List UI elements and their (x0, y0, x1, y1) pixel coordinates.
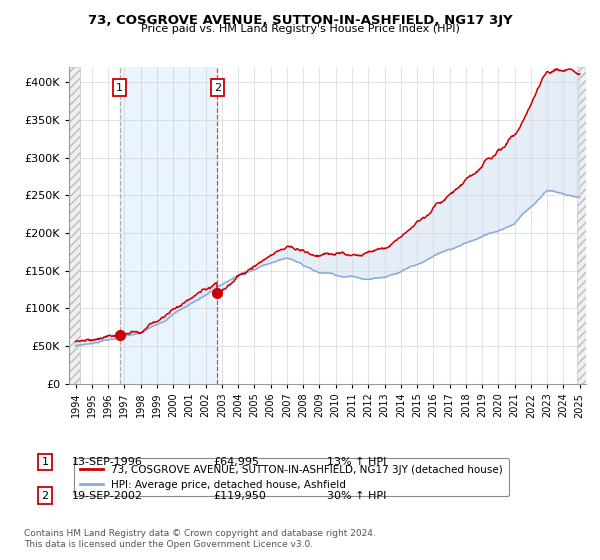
Text: 30% ↑ HPI: 30% ↑ HPI (327, 491, 386, 501)
Text: 73, COSGROVE AVENUE, SUTTON-IN-ASHFIELD, NG17 3JY: 73, COSGROVE AVENUE, SUTTON-IN-ASHFIELD,… (88, 14, 512, 27)
Text: 13% ↑ HPI: 13% ↑ HPI (327, 457, 386, 467)
Text: 2: 2 (41, 491, 49, 501)
Legend: 73, COSGROVE AVENUE, SUTTON-IN-ASHFIELD, NG17 3JY (detached house), HPI: Average: 73, COSGROVE AVENUE, SUTTON-IN-ASHFIELD,… (74, 459, 509, 496)
Text: 2: 2 (214, 82, 221, 92)
Text: 1: 1 (41, 457, 49, 467)
Text: 19-SEP-2002: 19-SEP-2002 (72, 491, 143, 501)
Text: Contains HM Land Registry data © Crown copyright and database right 2024.
This d: Contains HM Land Registry data © Crown c… (24, 529, 376, 549)
Text: 13-SEP-1996: 13-SEP-1996 (72, 457, 143, 467)
Text: Price paid vs. HM Land Registry's House Price Index (HPI): Price paid vs. HM Land Registry's House … (140, 24, 460, 34)
Bar (119, 67, 217, 384)
Text: £119,950: £119,950 (213, 491, 266, 501)
Text: 1: 1 (116, 82, 123, 92)
Text: £64,995: £64,995 (213, 457, 259, 467)
